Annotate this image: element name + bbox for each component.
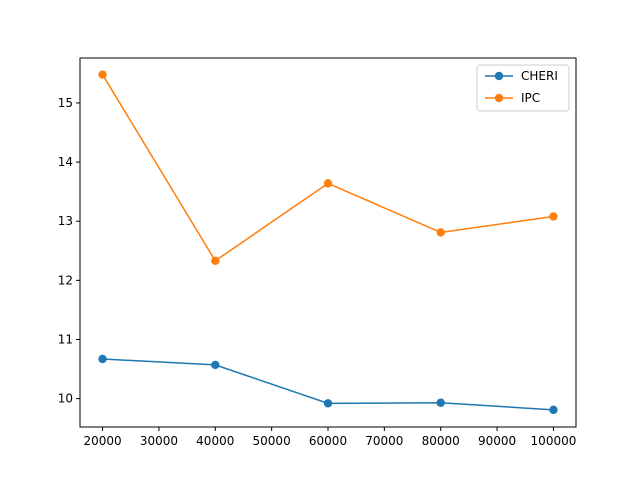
x-tick-label: 40000 bbox=[196, 434, 234, 448]
data-point-ipc bbox=[211, 256, 220, 266]
legend-marker-cheri bbox=[494, 71, 504, 81]
legend-label-ipc: IPC bbox=[521, 91, 540, 105]
x-tick-label: 80000 bbox=[422, 434, 460, 448]
x-tick-label: 20000 bbox=[83, 434, 121, 448]
data-point-ipc bbox=[549, 212, 558, 221]
legend: CHERI IPC bbox=[476, 64, 570, 112]
data-point-cheri bbox=[323, 399, 333, 408]
data-point-ipc bbox=[98, 70, 107, 79]
y-tick-label: 13 bbox=[58, 214, 73, 228]
x-tick-label: 50000 bbox=[253, 434, 291, 448]
x-axis: 20000 30000 40000 50000 60000 70000 80000 90000… bbox=[83, 427, 576, 448]
y-tick-label: 15 bbox=[58, 96, 73, 110]
series-layer bbox=[98, 70, 558, 415]
y-tick-label: 12 bbox=[58, 273, 73, 287]
plot-frame bbox=[79, 57, 577, 428]
y-tick-label: 10 bbox=[58, 392, 73, 406]
legend-label-cheri: CHERI bbox=[521, 69, 558, 83]
data-point-cheri bbox=[549, 405, 558, 415]
y-axis: 10 11 12 13 14 15 bbox=[58, 96, 80, 406]
data-point-cheri bbox=[436, 398, 445, 407]
x-tick-label: 70000 bbox=[365, 434, 403, 448]
x-tick-label: 100000 bbox=[531, 434, 577, 448]
data-point-cheri bbox=[98, 354, 107, 364]
data-point-ipc bbox=[436, 228, 445, 237]
y-tick-label: 14 bbox=[58, 155, 73, 169]
x-tick-label: 90000 bbox=[478, 434, 516, 448]
data-point-ipc bbox=[323, 179, 333, 188]
y-tick-label: 11 bbox=[58, 332, 73, 346]
x-tick-label: 60000 bbox=[309, 434, 347, 448]
x-tick-label: 30000 bbox=[140, 434, 178, 448]
data-point-cheri bbox=[211, 360, 220, 370]
legend-marker-ipc bbox=[494, 93, 504, 103]
